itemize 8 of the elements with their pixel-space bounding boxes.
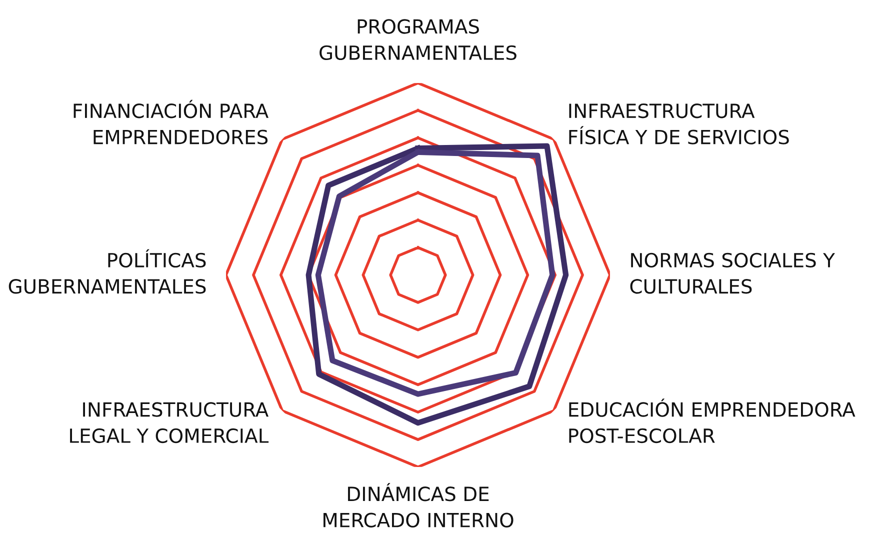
spoke-label: EDUCACIÓN EMPRENDEDORA POST-ESCOLAR bbox=[569, 398, 856, 444]
spoke-label: POLÍTICAS GUBERNAMENTALES bbox=[8, 249, 206, 294]
spoke-label: INFRAESTRUCTURA FÍSICA Y DE SERVICIOS bbox=[569, 103, 789, 144]
spoke-label: NORMAS SOCIALES Y CULTURALES bbox=[630, 252, 835, 294]
spoke-label: INFRAESTRUCTURA LEGAL Y COMERCIAL bbox=[70, 402, 269, 444]
spoke-label: FINANCIACIÓN PARA EMPRENDEDORES bbox=[74, 100, 268, 144]
spoke-label: PROGRAMAS GUBERNAMENTALES bbox=[320, 19, 516, 60]
spoke-label: DINÁMICAS DE MERCADO INTERNO bbox=[324, 482, 514, 528]
